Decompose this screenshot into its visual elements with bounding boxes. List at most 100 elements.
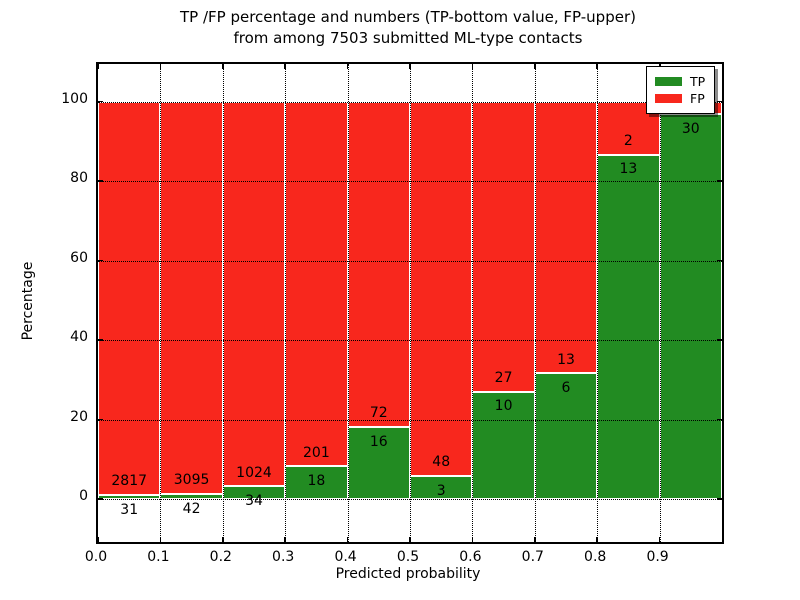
- bar-segment-fp: [98, 101, 161, 495]
- y-tick-mark: [717, 180, 722, 182]
- x-tick-mark: [97, 537, 99, 542]
- gridline-horizontal: [98, 340, 722, 341]
- gridline-vertical: [534, 64, 536, 542]
- fp-count-label: 13: [557, 351, 575, 368]
- gridline-horizontal: [98, 101, 722, 103]
- x-tick-mark: [284, 537, 286, 542]
- x-tick-label: 0.9: [646, 549, 669, 565]
- x-tick-label: 0.8: [584, 549, 607, 565]
- legend-item-tp: TP: [655, 73, 705, 90]
- bar-segment-fp: [347, 101, 410, 427]
- bar-segment-tp: [534, 373, 598, 499]
- y-tick-mark: [717, 339, 722, 341]
- legend-label-tp: TP: [690, 74, 706, 89]
- x-tick-label: 0.6: [459, 549, 482, 565]
- gridline-vertical: [597, 64, 599, 542]
- fp-count-label: 72: [369, 405, 388, 421]
- tp-count-label: 42: [182, 500, 201, 517]
- tp-count-label: 16: [369, 433, 388, 450]
- x-axis-label: Predicted probability: [335, 566, 481, 582]
- tp-count-label: 6: [561, 380, 571, 397]
- x-tick-mark: [471, 64, 474, 69]
- tp-count-label: 31: [120, 501, 139, 518]
- gridline-horizontal: [98, 419, 722, 421]
- x-tick-mark: [222, 64, 224, 69]
- x-tick-label: 0.1: [147, 549, 170, 565]
- x-tick-mark: [346, 537, 349, 542]
- bar-segment-fp: [222, 101, 286, 487]
- x-tick-mark: [222, 537, 224, 542]
- legend-item-fp: FP: [655, 90, 705, 107]
- tp-count-label: 3: [436, 482, 446, 499]
- bar-segment-tp: [472, 391, 535, 499]
- gridline-vertical: [659, 64, 661, 542]
- chart-title-line1: TP /FP percentage and numbers (TP-bottom…: [180, 8, 636, 26]
- y-tick-mark: [98, 100, 103, 103]
- bar-segment-fp: [472, 101, 535, 392]
- y-tick-mark: [98, 180, 103, 182]
- gridline-vertical: [222, 64, 224, 542]
- gridline-vertical: [410, 64, 411, 542]
- gridline-vertical: [347, 64, 349, 542]
- y-tick-label: 40: [70, 329, 88, 345]
- tp-count-label: 13: [619, 161, 638, 178]
- x-tick-label: 0.3: [272, 549, 295, 565]
- gridline-horizontal: [98, 181, 722, 182]
- bar-segment-tp: [285, 466, 348, 499]
- tp-count-label: 18: [307, 473, 326, 490]
- x-tick-mark: [97, 64, 99, 69]
- x-tick-mark: [409, 64, 411, 69]
- y-tick-label: 20: [70, 408, 88, 425]
- bar-segment-tp: [659, 114, 722, 499]
- bar-segment-tp: [597, 154, 660, 499]
- plot-area: 2817 31 3095 42 1024 34 201 18 72 16 48 3 27 10 13 6 2 13…: [96, 62, 724, 544]
- bar-segment-tp: [98, 494, 161, 499]
- fp-count-label: 2817: [111, 472, 148, 489]
- gridline-vertical: [160, 64, 162, 542]
- gridline-vertical: [285, 64, 287, 542]
- x-tick-mark: [534, 64, 536, 69]
- x-tick-label: 0.7: [521, 549, 544, 565]
- bar-segment-fp: [285, 101, 348, 467]
- y-tick-mark: [717, 498, 722, 500]
- y-axis-label: Percentage: [20, 261, 36, 341]
- y-tick-mark: [717, 100, 722, 103]
- x-tick-mark: [596, 64, 598, 69]
- tp-count-label: 34: [245, 493, 263, 510]
- y-tick-mark: [98, 498, 103, 500]
- legend-label-fp: FP: [690, 91, 705, 106]
- gridline-vertical: [472, 64, 474, 542]
- x-tick-mark: [284, 64, 286, 69]
- x-tick-mark: [596, 537, 598, 542]
- x-tick-mark: [658, 537, 661, 542]
- x-tick-mark: [159, 64, 162, 69]
- y-tick-mark: [717, 418, 722, 421]
- y-tick-label: 0: [79, 488, 88, 504]
- gridline-horizontal: [98, 499, 722, 500]
- y-tick-label: 80: [70, 170, 88, 186]
- chart-title-line2: from among 7503 submitted ML-type contac…: [233, 29, 583, 47]
- fp-count-label: 27: [494, 369, 513, 386]
- fp-count-label: 2: [623, 132, 633, 149]
- x-tick-label: 0.4: [334, 549, 357, 565]
- fp-count-label: 201: [303, 444, 330, 461]
- y-tick-mark: [717, 259, 722, 262]
- x-tick-label: 0.0: [84, 549, 108, 565]
- tp-count-label: 30: [681, 121, 700, 138]
- x-tick-label: 0.2: [209, 549, 232, 565]
- fp-count-label: 3095: [173, 471, 210, 488]
- y-tick-mark: [98, 259, 103, 262]
- legend-swatch-tp-icon: [655, 77, 682, 86]
- x-tick-label: 0.5: [396, 549, 420, 565]
- gridline-horizontal: [98, 260, 722, 262]
- bar-segment-fp: [160, 101, 223, 494]
- y-tick-mark: [98, 418, 103, 421]
- tp-count-label: 10: [494, 398, 513, 415]
- y-tick-label: 100: [61, 90, 88, 107]
- legend: TP FP: [646, 66, 716, 114]
- bar-segment-tp: [347, 426, 410, 499]
- x-tick-mark: [346, 64, 349, 69]
- chart-title: TP /FP percentage and numbers (TP-bottom…: [96, 7, 720, 49]
- x-tick-mark: [409, 537, 411, 542]
